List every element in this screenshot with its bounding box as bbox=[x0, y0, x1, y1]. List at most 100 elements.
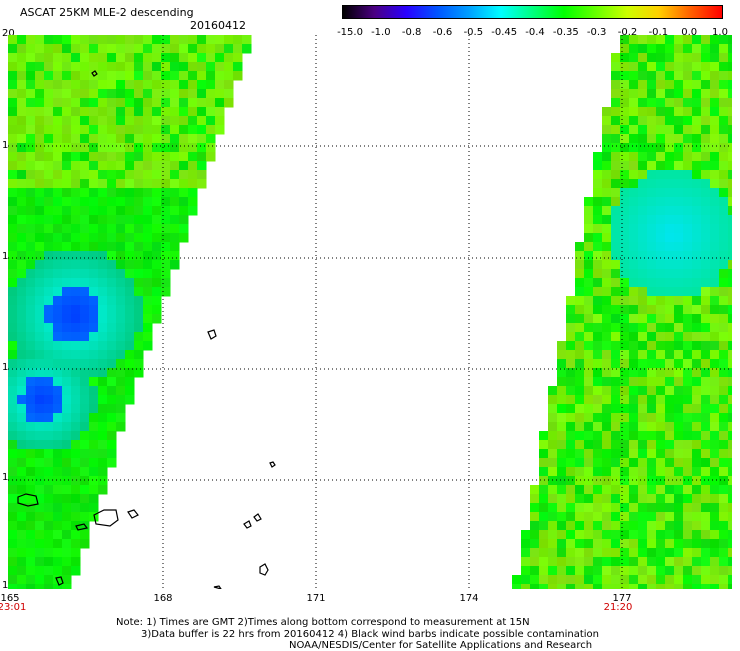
swath-cell bbox=[647, 494, 657, 504]
swath-cell bbox=[125, 341, 135, 351]
swath-cell bbox=[8, 548, 18, 558]
swath-cell bbox=[647, 260, 657, 270]
swath-cell bbox=[98, 359, 108, 369]
swath-cell bbox=[98, 314, 108, 324]
swath-cell bbox=[125, 224, 135, 234]
swath-cell bbox=[116, 422, 126, 432]
swath-cell bbox=[701, 575, 711, 585]
swath-cell bbox=[89, 296, 99, 306]
swath-cell bbox=[107, 44, 117, 54]
swath-cell bbox=[8, 323, 18, 333]
swath-cell bbox=[521, 548, 531, 558]
swath-cell bbox=[674, 152, 684, 162]
swath-cell bbox=[53, 548, 63, 558]
swath-cell bbox=[17, 116, 27, 126]
swath-cell bbox=[692, 404, 702, 414]
swath-cell bbox=[611, 170, 621, 180]
swath-cell bbox=[710, 116, 720, 126]
swath-cell bbox=[557, 584, 567, 589]
swath-cell bbox=[584, 557, 594, 567]
swath-cell bbox=[80, 116, 90, 126]
swath-cell bbox=[89, 152, 99, 162]
swath-cell bbox=[206, 125, 216, 135]
swath-cell bbox=[593, 215, 603, 225]
swath-cell bbox=[602, 269, 612, 279]
swath-cell bbox=[683, 332, 693, 342]
swath-cell bbox=[17, 44, 27, 54]
swath-cell bbox=[701, 503, 711, 513]
swath-cell bbox=[719, 521, 729, 531]
swath-cell bbox=[656, 269, 666, 279]
swath-cell bbox=[710, 197, 720, 207]
swath-cell bbox=[584, 476, 594, 486]
swath-cell bbox=[701, 80, 711, 90]
swath-cell bbox=[728, 170, 732, 180]
swath-cell bbox=[188, 44, 198, 54]
swath-cell bbox=[134, 278, 144, 288]
swath-cell bbox=[26, 476, 36, 486]
swath-cell bbox=[539, 485, 549, 495]
swath-cell bbox=[602, 251, 612, 261]
swath-cell bbox=[116, 305, 126, 315]
swath-cell bbox=[26, 296, 36, 306]
swath-cell bbox=[53, 440, 63, 450]
swath-cell bbox=[692, 350, 702, 360]
swath-cell bbox=[692, 332, 702, 342]
swath-cell bbox=[71, 260, 81, 270]
island bbox=[253, 513, 262, 522]
swath-cell bbox=[701, 512, 711, 522]
swath-cell bbox=[629, 98, 639, 108]
swath-cell bbox=[719, 251, 729, 261]
swath-cell bbox=[575, 557, 585, 567]
swath-cell bbox=[179, 143, 189, 153]
swath-cell bbox=[683, 296, 693, 306]
swath-cell bbox=[710, 413, 720, 423]
swath-cell bbox=[674, 332, 684, 342]
swath-cell bbox=[17, 467, 27, 477]
swath-cell bbox=[710, 188, 720, 198]
swath-cell bbox=[701, 197, 711, 207]
swath-cell bbox=[683, 530, 693, 540]
swath-cell bbox=[26, 242, 36, 252]
swath-cell bbox=[548, 557, 558, 567]
swath-cell bbox=[170, 80, 180, 90]
swath-cell bbox=[575, 278, 585, 288]
swath-cell bbox=[638, 305, 648, 315]
swath-cell bbox=[629, 71, 639, 81]
swath-cell bbox=[521, 566, 531, 576]
swath-cell bbox=[593, 341, 603, 351]
swath-cell bbox=[26, 80, 36, 90]
swath-cell bbox=[719, 422, 729, 432]
swath-cell bbox=[656, 98, 666, 108]
swath-cell bbox=[602, 503, 612, 513]
swath-cell bbox=[584, 395, 594, 405]
swath-cell bbox=[80, 458, 90, 468]
swath-cell bbox=[206, 44, 216, 54]
swath-cell bbox=[62, 494, 72, 504]
swath-cell bbox=[53, 323, 63, 333]
swath-cell bbox=[44, 134, 54, 144]
swath-cell bbox=[602, 440, 612, 450]
swath-cell bbox=[197, 170, 207, 180]
swath-cell bbox=[647, 233, 657, 243]
swath-cell bbox=[530, 548, 540, 558]
swath-cell bbox=[638, 188, 648, 198]
swath-cell bbox=[728, 467, 732, 477]
swath-cell bbox=[611, 584, 621, 589]
swath-cell bbox=[539, 521, 549, 531]
swath-cell bbox=[71, 350, 81, 360]
swath-cell bbox=[611, 251, 621, 261]
swath-cell bbox=[125, 332, 135, 342]
swath-cell bbox=[62, 314, 72, 324]
swath-cell bbox=[683, 584, 693, 589]
swath-cell bbox=[98, 80, 108, 90]
swath-cell bbox=[701, 314, 711, 324]
swath-cell bbox=[8, 233, 18, 243]
swath-cell bbox=[710, 233, 720, 243]
swath-cell bbox=[35, 341, 45, 351]
swath-cell bbox=[161, 53, 171, 63]
swath-cell bbox=[8, 377, 18, 387]
swath-cell bbox=[629, 107, 639, 117]
swath-cell bbox=[620, 539, 630, 549]
island-outlines bbox=[17, 70, 276, 589]
